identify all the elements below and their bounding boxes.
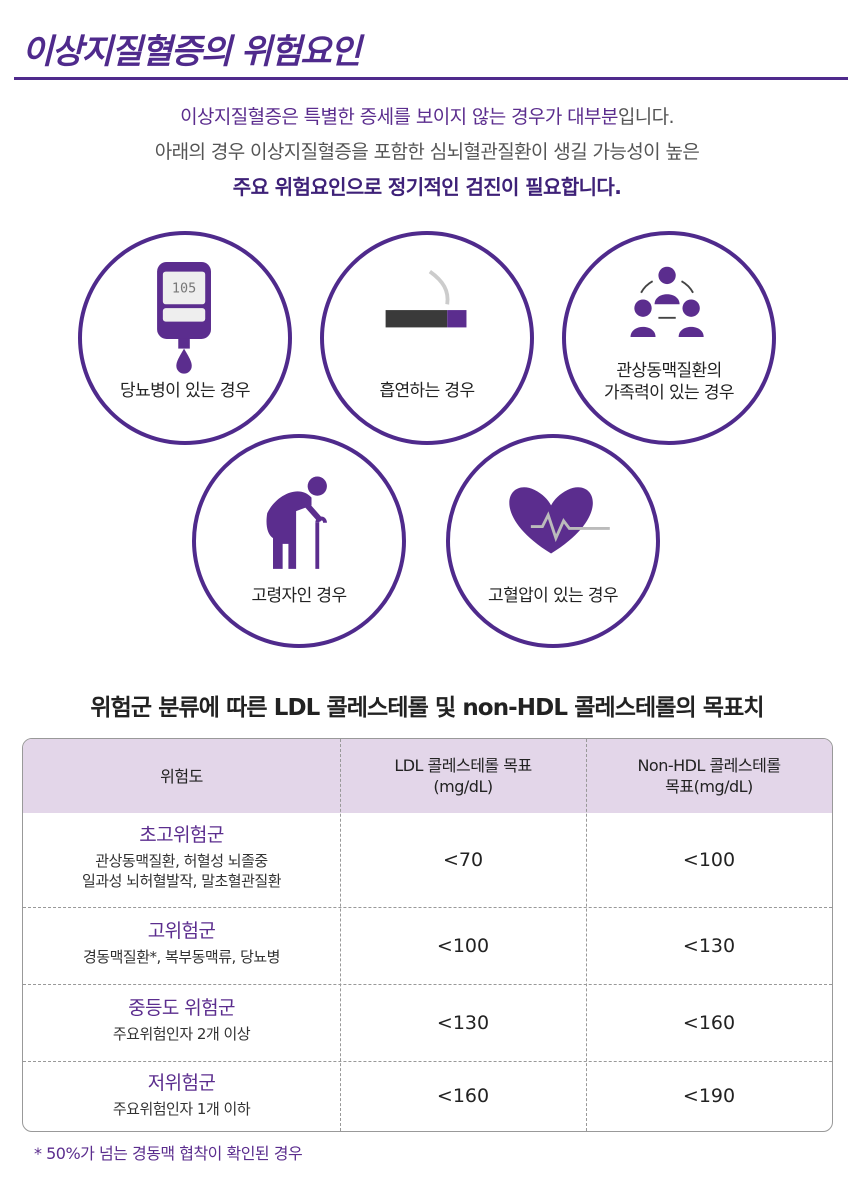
risk-group-desc-line: 관상동맥질환, 허혈성 뇌졸중 bbox=[95, 852, 268, 870]
risk-label-line-2: 가족력이 있는 경우 bbox=[604, 383, 735, 403]
elderly-icon bbox=[266, 476, 327, 569]
table-header bbox=[23, 739, 832, 813]
header-nonhdl: Non-HDL 콜레스테롤 목표(mg/dL) bbox=[586, 739, 832, 813]
title-divider bbox=[14, 77, 848, 80]
ldl-target: <160 bbox=[436, 1085, 490, 1107]
risk-family-history: 관상동맥질환의 가족력이 있는 경우 bbox=[562, 231, 776, 445]
risk-group-name: 중등도 위험군 bbox=[128, 997, 235, 1019]
risk-group-name: 초고위험군 bbox=[139, 824, 224, 846]
intro-line-2: 아래의 경우 이상지질혈증을 포함한 심뇌혈관질환이 생길 가능성이 높은 bbox=[154, 141, 700, 163]
header-risk: 위험도 bbox=[160, 766, 203, 786]
ldl-target: <70 bbox=[442, 849, 484, 871]
page-title: 이상지질혈증의 위험요인 bbox=[22, 32, 361, 72]
header-ldl-line-1: LDL 콜레스테롤 목표 bbox=[394, 756, 532, 775]
heart-pulse-icon bbox=[509, 487, 610, 554]
row-divider bbox=[23, 1061, 832, 1062]
intro-line-1-tail: 입니다. bbox=[617, 106, 675, 128]
header-ldl-line-2: (mg/dL) bbox=[433, 777, 493, 796]
risk-group-desc-line: 일과성 뇌허혈발작, 말초혈관질환 bbox=[81, 872, 282, 890]
column-divider bbox=[340, 739, 341, 1131]
ldl-target: <130 bbox=[436, 1012, 490, 1034]
column-divider bbox=[586, 739, 587, 1131]
row-divider bbox=[23, 984, 832, 985]
intro-text: 이상지질혈증은 특별한 증세를 보이지 않는 경우가 대부분입니다. 아래의 경… bbox=[0, 100, 854, 205]
footnote: * 50%가 넘는 경동맥 협착이 확인된 경우 bbox=[34, 1144, 303, 1163]
header-nonhdl-line-2: 목표(mg/dL) bbox=[665, 777, 753, 796]
risk-group-name: 고위험군 bbox=[147, 920, 216, 942]
risk-label: 관상동맥질환의 가족력이 있는 경우 bbox=[566, 360, 772, 404]
risk-label: 고혈압이 있는 경우 bbox=[488, 586, 619, 606]
risk-smoking: 흡연하는 경우 bbox=[320, 231, 534, 445]
risk-elderly: 고령자인 경우 bbox=[192, 434, 406, 648]
intro-highlight: 이상지질혈증은 특별한 증세를 보이지 않는 경우가 대부분 bbox=[180, 106, 618, 128]
glucose-meter-icon: 105 bbox=[157, 261, 211, 374]
risk-label: 당뇨병이 있는 경우 bbox=[120, 381, 251, 401]
table-title: 위험군 분류에 따른 LDL 콜레스테롤 및 non-HDL 콜레스테롤의 목표… bbox=[90, 695, 764, 721]
risk-group-desc: 주요위험인자 1개 이하 bbox=[112, 1100, 251, 1118]
risk-group-desc: 관상동맥질환, 허혈성 뇌졸중 일과성 뇌허혈발작, 말초혈관질환 bbox=[23, 851, 340, 891]
header-nonhdl-line-1: Non-HDL 콜레스테롤 bbox=[637, 756, 781, 775]
risk-label-line-1: 관상동맥질환의 bbox=[616, 361, 722, 381]
nonhdl-target: <160 bbox=[682, 1012, 736, 1034]
target-table: 위험도 LDL 콜레스테롤 목표 (mg/dL) Non-HDL 콜레스테롤 목… bbox=[22, 738, 833, 1132]
nonhdl-target: <100 bbox=[682, 849, 736, 871]
intro-line-1: 이상지질혈증은 특별한 증세를 보이지 않는 경우가 대부분입니다. bbox=[0, 100, 854, 135]
risk-group-name: 저위험군 bbox=[147, 1072, 216, 1094]
cigarette-icon bbox=[385, 270, 467, 328]
risk-group-desc: 경동맥질환*, 복부동맥류, 당뇨병 bbox=[83, 948, 280, 966]
row-divider bbox=[23, 907, 832, 908]
intro-line-3: 주요 위험요인으로 정기적인 검진이 필요합니다. bbox=[232, 175, 622, 199]
risk-group-desc: 주요위험인자 2개 이상 bbox=[112, 1025, 251, 1043]
risk-diabetes: 105 당뇨병이 있는 경우 bbox=[78, 231, 292, 445]
risk-label: 고령자인 경우 bbox=[251, 586, 347, 606]
table-row: 저위험군 주요위험인자 1개 이하 bbox=[23, 1071, 340, 1119]
table-row: 중등도 위험군 주요위험인자 2개 이상 bbox=[23, 996, 340, 1044]
meter-reading: 105 bbox=[172, 281, 196, 297]
family-icon bbox=[630, 266, 704, 338]
ldl-target: <100 bbox=[436, 935, 490, 957]
risk-label: 흡연하는 경우 bbox=[379, 381, 475, 401]
nonhdl-target: <190 bbox=[682, 1085, 736, 1107]
header-ldl: LDL 콜레스테롤 목표 (mg/dL) bbox=[340, 739, 586, 813]
table-row: 고위험군 경동맥질환*, 복부동맥류, 당뇨병 bbox=[23, 919, 340, 967]
nonhdl-target: <130 bbox=[682, 935, 736, 957]
table-row: 초고위험군 관상동맥질환, 허혈성 뇌졸중 일과성 뇌허혈발작, 말초혈관질환 bbox=[23, 823, 340, 891]
risk-hypertension: 고혈압이 있는 경우 bbox=[446, 434, 660, 648]
